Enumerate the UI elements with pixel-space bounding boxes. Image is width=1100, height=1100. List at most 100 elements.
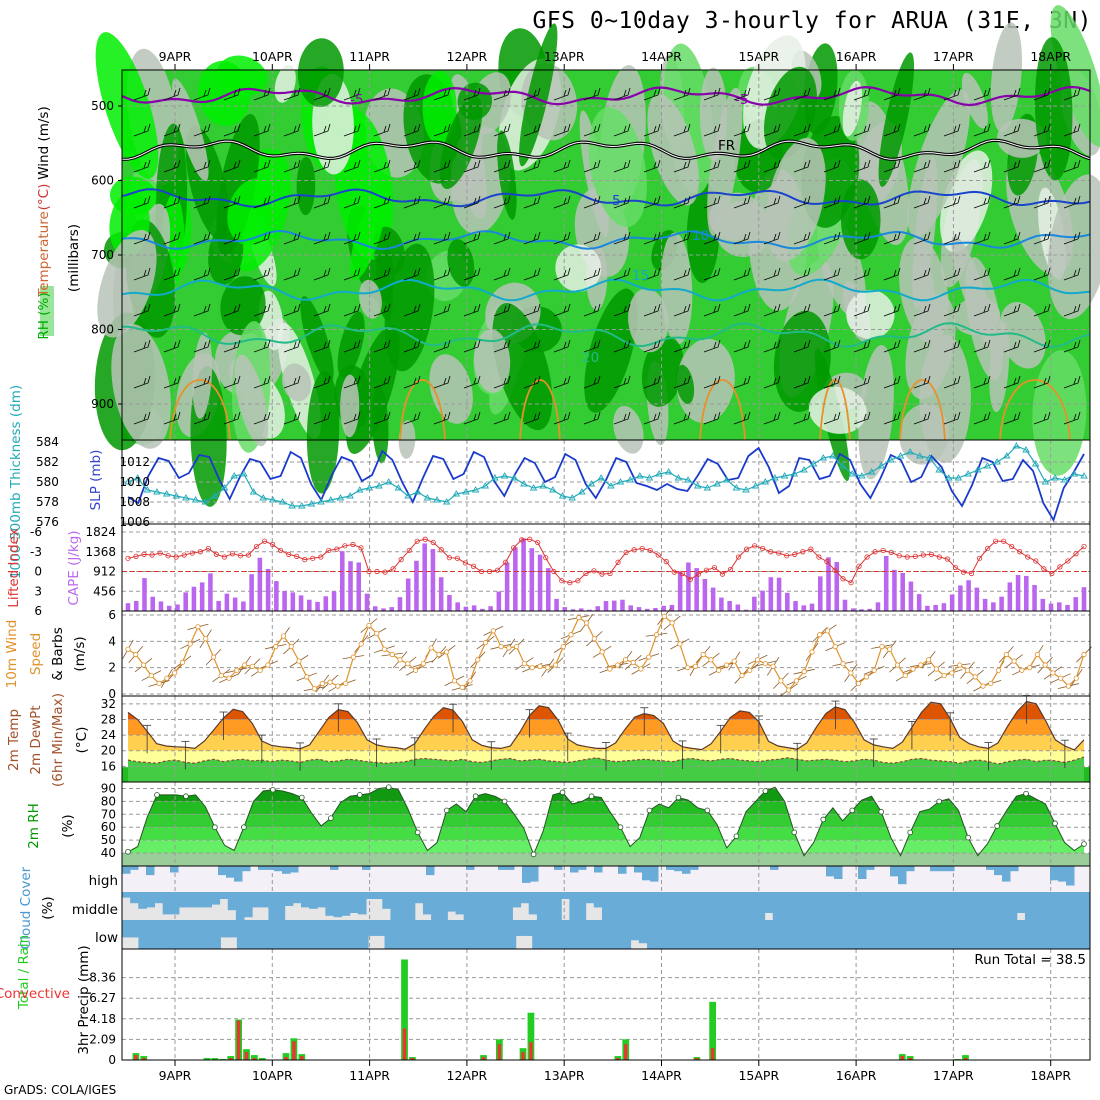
wind-speed-point: [249, 663, 255, 669]
wind-speed-point: [436, 651, 442, 658]
date-label-top: 14APR: [641, 49, 682, 64]
wind-speed-point: [560, 643, 566, 650]
cloud-cover-cell: [835, 920, 845, 949]
wind-speed-point: [972, 674, 978, 680]
li-point: [454, 555, 460, 561]
rh-point: [530, 851, 537, 858]
wind-barb: [793, 267, 811, 281]
wind-barb: [193, 87, 211, 101]
wind-barb: [403, 159, 421, 173]
wind-speed-point: [179, 659, 186, 666]
cloud-cover-cell: [890, 866, 899, 877]
precip-total-bar: [401, 959, 408, 1060]
cloud-cover-cell: [610, 892, 619, 920]
rh-contour: [306, 370, 340, 494]
wind-barb: [1033, 375, 1051, 389]
wind-barb: [643, 375, 661, 389]
cloud-cover-cell: [1065, 892, 1075, 920]
cape-bar: [232, 597, 238, 611]
wind-barb: [853, 375, 871, 389]
rh-contour: [1050, 5, 1100, 147]
wind-barb: [373, 375, 391, 389]
wind-barb: [283, 375, 301, 389]
wind-speed-point: [529, 665, 535, 671]
rh-tick-label: 80: [101, 794, 116, 808]
cape-bar: [175, 604, 180, 611]
wind-ylabel: & Barbs: [50, 627, 66, 681]
wind-barb: [853, 123, 871, 137]
rh-point: [675, 794, 682, 801]
rh-point: [472, 793, 479, 800]
cloud-cover-cell: [778, 920, 787, 949]
li-point: [768, 549, 774, 555]
cape-bar: [826, 557, 831, 611]
cape-bar: [447, 594, 452, 611]
precip-convective-bar: [908, 1058, 912, 1060]
cloud-cover-cell: [1048, 920, 1058, 949]
rh-point: [385, 784, 392, 790]
li-point: [776, 550, 782, 556]
rh-contour: [846, 290, 895, 340]
wind-barb: [793, 411, 811, 425]
li-point: [551, 568, 557, 575]
cape-bar: [776, 577, 782, 611]
thickness-point: [558, 492, 567, 499]
thickness-point: [925, 454, 934, 461]
cloud-level-label: high: [89, 873, 118, 889]
cape-bar: [850, 608, 856, 611]
li-point: [896, 553, 902, 559]
cloud-cover-cell: [290, 866, 299, 873]
wind-barb: [793, 87, 811, 101]
li-point: [462, 560, 469, 566]
wind-speed-point: [451, 678, 458, 684]
cloud-cover-cell: [696, 920, 705, 949]
wind-barb: [643, 339, 661, 353]
wind-speed-point: [1050, 670, 1056, 676]
wind-barb: [913, 303, 931, 317]
wind-speed-point: [148, 672, 154, 679]
rh-contour: [878, 52, 915, 187]
cape-bar: [1048, 603, 1054, 611]
thickness-point: [298, 502, 306, 509]
thickness-point: [471, 486, 480, 493]
cape-bar: [916, 594, 922, 611]
cloud-cover-cell: [439, 892, 448, 920]
rh-ylabel: 2m RH: [26, 803, 42, 849]
cape-bar: [875, 602, 881, 611]
wind-barb: [1063, 195, 1081, 209]
wind-barb: [1033, 231, 1051, 245]
wind-barb: [133, 339, 151, 353]
cloud-cover-cell: [349, 892, 359, 913]
contour-label: 5: [612, 193, 621, 209]
wind-speed-point: [918, 662, 924, 668]
cape-bar: [620, 599, 625, 611]
wind-barb: [223, 339, 241, 353]
wind-barb: [913, 411, 931, 425]
wind-barb: [133, 87, 151, 101]
rh-contour: [95, 32, 159, 179]
cloud-cover-cell: [893, 920, 902, 949]
cloud-cover-cell: [276, 892, 286, 920]
li-point: [149, 552, 155, 558]
wind-barb: [883, 375, 901, 389]
thickness-point: [722, 476, 731, 483]
wind-barb: [853, 231, 871, 245]
wind-barb: [1063, 87, 1081, 101]
wind-speed-point: [1042, 662, 1048, 668]
thickness-point: [1002, 452, 1011, 459]
li-tick-label: 3: [34, 584, 42, 598]
li-ylabel: Lifted Index: [6, 528, 22, 607]
li-point: [663, 559, 669, 565]
thickness-point: [172, 492, 181, 499]
cloud-cover-cell: [994, 866, 1003, 876]
wind-barb: [343, 195, 361, 209]
wind-speed-point: [762, 661, 768, 667]
rh-legend-swatch: [40, 286, 54, 336]
cloud-cover-cell: [528, 892, 538, 915]
thickness-point: [983, 462, 992, 469]
wind-barb: [943, 159, 961, 173]
wind-speed-point: [428, 645, 434, 651]
cloud-cover-cell: [688, 920, 697, 949]
panel-frames: [118, 64, 1091, 1066]
wind-barb: [253, 123, 271, 137]
